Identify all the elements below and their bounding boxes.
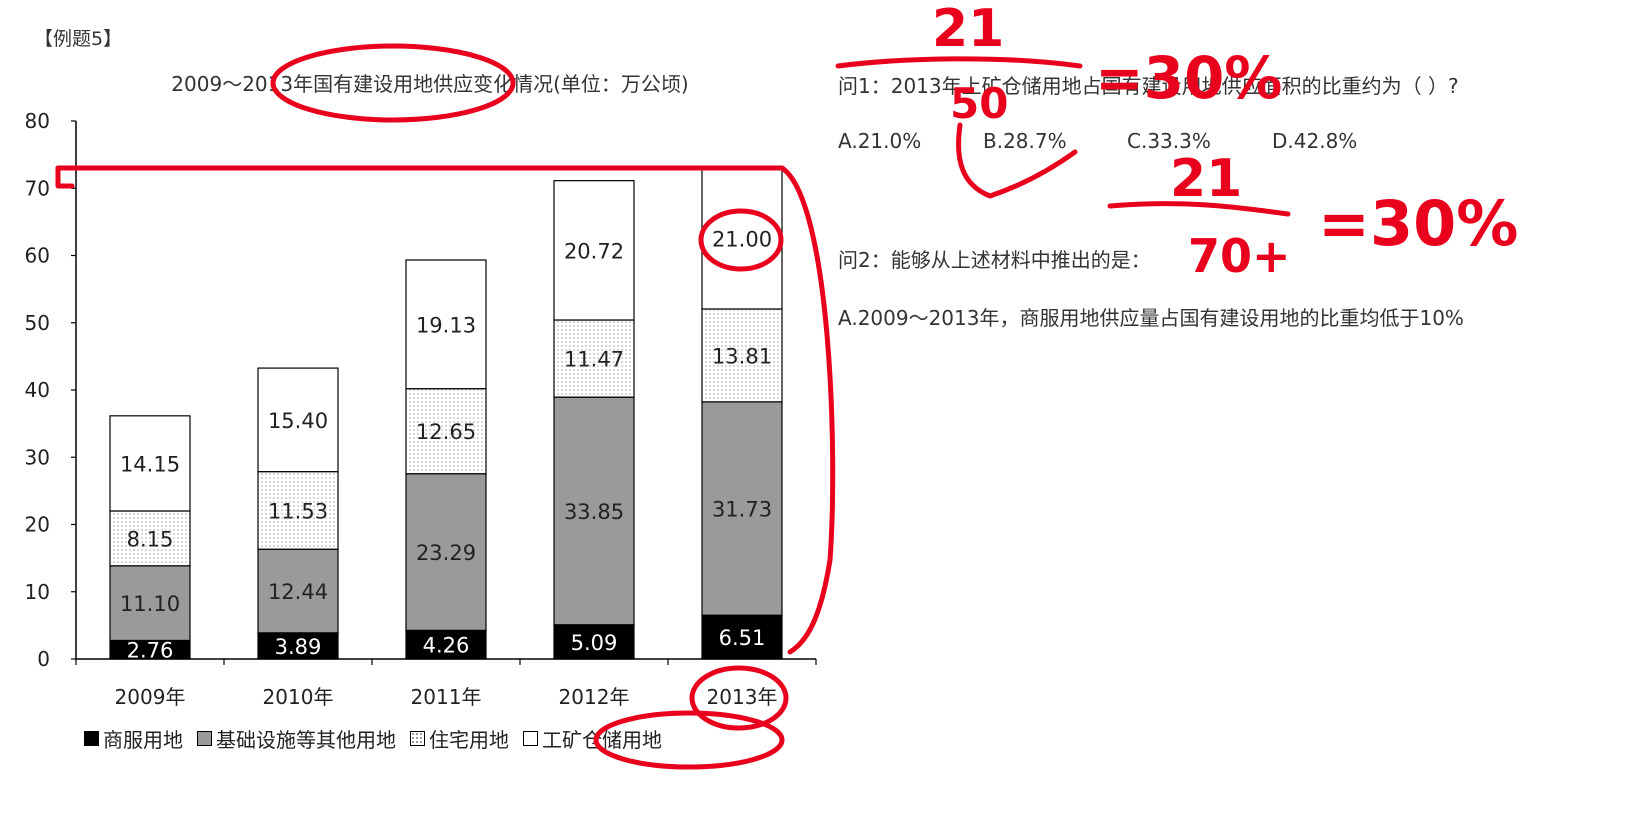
- bar-segment: [109, 415, 191, 512]
- y-tick-label: 40: [25, 378, 50, 402]
- data-label: 11.10: [120, 592, 180, 616]
- bar-segment: [701, 401, 783, 616]
- legend-label: 工矿仓储用地: [542, 728, 662, 752]
- y-tick-label: 30: [25, 445, 50, 469]
- y-tick-label: 60: [25, 244, 50, 268]
- bar-segment: [553, 396, 635, 626]
- data-label: 21.00: [712, 227, 772, 251]
- bar-segment: [405, 259, 487, 390]
- data-label: 31.73: [712, 498, 772, 522]
- bar-segment: [405, 388, 487, 475]
- legend-swatch-black: [84, 731, 99, 746]
- ink-result2: =30%: [1318, 187, 1518, 260]
- legend-swatch-white: [523, 731, 538, 746]
- y-tick-label: 50: [25, 311, 50, 335]
- bar-segment: [405, 629, 487, 660]
- bar-segment: [553, 319, 635, 398]
- data-label: 14.15: [120, 452, 180, 476]
- example-tag: 【例题5】: [34, 28, 123, 50]
- y-tick-label: 70: [25, 176, 50, 200]
- data-label: 20.72: [564, 239, 624, 263]
- bar-segment: [109, 565, 191, 642]
- bar-segment: [109, 510, 191, 567]
- data-label: 8.15: [127, 527, 174, 551]
- ink-fraction2-num: 21: [1170, 149, 1242, 209]
- question-1-option-c: C.33.3%: [1127, 129, 1211, 153]
- bar-segment: [257, 367, 339, 473]
- data-label: 15.40: [268, 409, 328, 433]
- stacked-bar-chart: 0 10 20 30 40 50 60 70 80 2.76 11.10 8.15 14.15 2009…: [25, 109, 817, 709]
- legend-item-commercial: 商服用地: [84, 724, 183, 753]
- x-tick-label: 2009年: [115, 685, 186, 709]
- data-label: 33.85: [564, 500, 624, 524]
- bar-segment: [257, 471, 339, 550]
- y-tick-label: 0: [37, 647, 50, 671]
- ink-fraction-bar-1: [835, 56, 1083, 69]
- data-label: 2.76: [127, 639, 174, 663]
- data-label: 19.13: [416, 313, 476, 337]
- data-label: 13.81: [712, 344, 772, 368]
- legend-item-infrastructure: 基础设施等其他用地: [197, 724, 396, 753]
- ink-fraction1-num: 21: [932, 0, 1004, 59]
- question-2-text: 问2：能够从上述材料中推出的是：: [838, 248, 1151, 272]
- y-tick-label: 10: [25, 580, 50, 604]
- x-tick-label: 2011年: [411, 685, 482, 709]
- legend: 商服用地 基础设施等其他用地 住宅用地 工矿仓储用地: [84, 724, 662, 753]
- bar-segment: [553, 180, 635, 321]
- data-label: 4.26: [423, 634, 470, 658]
- legend-item-residential: 住宅用地: [410, 724, 509, 753]
- question-1-text: 问1：2013年上矿仓储用地占国有建设用地供应面积的比重约为（ ）?: [838, 74, 1459, 98]
- data-label: 6.51: [719, 626, 766, 650]
- x-tick-label: 2013年: [707, 685, 778, 709]
- legend-label: 基础设施等其他用地: [216, 728, 396, 752]
- data-label: 5.09: [571, 631, 618, 655]
- question-1-option-d: D.42.8%: [1272, 129, 1358, 153]
- data-label: 23.29: [416, 541, 476, 565]
- question-2-option-a: A.2009～2013年，商服用地供应量占国有建设用地的比重均低于10%: [838, 306, 1464, 330]
- data-label: 12.65: [416, 420, 476, 444]
- data-label: 3.89: [275, 635, 322, 659]
- legend-swatch-gray: [197, 731, 212, 746]
- data-label: 12.44: [268, 580, 328, 604]
- x-tick-label: 2010年: [263, 685, 334, 709]
- y-tick-label: 80: [25, 109, 50, 133]
- data-label: 11.47: [564, 348, 624, 372]
- x-tick-label: 2012年: [559, 685, 630, 709]
- bar-segment: [553, 624, 635, 660]
- bar-segment: [701, 308, 783, 403]
- legend-label: 住宅用地: [429, 728, 509, 752]
- bar-segment: [405, 473, 487, 631]
- data-label: 11.53: [268, 499, 328, 523]
- question-1-option-b: B.28.7%: [983, 129, 1067, 153]
- ink-fraction2-den: 70+: [1188, 229, 1291, 283]
- y-tick-label: 20: [25, 513, 50, 537]
- legend-item-industrial: 工矿仓储用地: [523, 724, 662, 753]
- legend-label: 商服用地: [103, 728, 183, 752]
- bar-segment: [257, 632, 339, 660]
- question-1-option-a: A.21.0%: [838, 129, 922, 153]
- legend-swatch-dot: [410, 731, 425, 746]
- ink-fraction-bar-2: [1107, 201, 1291, 217]
